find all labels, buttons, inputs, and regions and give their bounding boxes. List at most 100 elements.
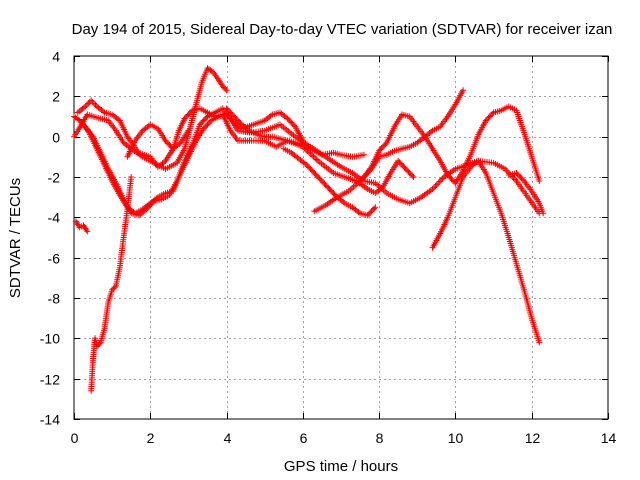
data-point (407, 171, 414, 178)
data-point (128, 174, 135, 180)
data-point (331, 191, 338, 198)
data-point (315, 174, 322, 180)
series-s12 (505, 170, 547, 217)
data-point (111, 284, 118, 291)
data-point (85, 100, 92, 107)
data-point (110, 285, 117, 292)
data-point (510, 175, 517, 181)
data-point (223, 87, 230, 94)
data-point (439, 175, 446, 182)
data-point (360, 151, 367, 158)
chart-title: Day 194 of 2015, Sidereal Day-to-day VTE… (72, 21, 613, 38)
data-point (291, 122, 297, 129)
data-point (185, 127, 192, 134)
data-point (167, 143, 174, 150)
data-point (371, 205, 378, 212)
series-s13 (280, 145, 379, 219)
y-tick-label: -14 (40, 412, 60, 428)
data-point (536, 339, 543, 346)
data-point (185, 111, 192, 118)
y-tick-label: -12 (40, 372, 60, 388)
x-tick-label: 12 (525, 430, 541, 446)
series-s9 (311, 87, 467, 215)
data-markers (71, 65, 547, 394)
data-point (322, 182, 329, 189)
data-point (404, 167, 411, 174)
axis-ticks: 0 2 4 6 8 10 12 14 -14 -12 -10 -8 -6 -4 -2 0 2 4 (40, 49, 617, 447)
data-point (226, 114, 233, 121)
data-point (310, 168, 316, 175)
data-point (83, 101, 90, 108)
data-point (224, 112, 231, 119)
data-point (207, 118, 213, 125)
data-point (91, 100, 97, 107)
data-point (96, 340, 103, 347)
grid (74, 56, 608, 419)
data-point (92, 101, 99, 108)
data-point (488, 112, 494, 119)
data-point (288, 119, 295, 126)
x-tick-label: 8 (376, 430, 384, 446)
series-s5 (72, 218, 91, 235)
data-point (382, 141, 389, 148)
x-axis-label: GPS time / hours (284, 458, 398, 475)
data-point (409, 172, 416, 179)
data-point (536, 178, 543, 184)
y-tick-label: -6 (48, 251, 61, 267)
data-point (203, 114, 210, 121)
data-point (208, 68, 215, 75)
data-point (433, 181, 440, 188)
data-point (332, 192, 339, 199)
data-point (181, 115, 188, 122)
data-point (313, 156, 320, 163)
data-point (402, 165, 409, 172)
data-point (514, 171, 521, 178)
x-tick-label: 4 (224, 430, 232, 446)
data-point (229, 112, 236, 119)
data-point (489, 110, 496, 117)
data-point (399, 161, 405, 168)
y-tick-label: -2 (48, 170, 61, 186)
data-point (368, 208, 375, 215)
data-point (287, 118, 294, 125)
data-point (381, 142, 388, 149)
data-point (327, 187, 334, 194)
data-point (188, 108, 194, 115)
data-point (313, 172, 320, 179)
series-s8 (223, 105, 367, 160)
data-point (229, 118, 236, 125)
data-point (448, 176, 455, 182)
data-point (237, 120, 244, 127)
data-point (306, 164, 313, 171)
data-point (235, 117, 241, 124)
y-tick-label: -8 (48, 291, 61, 307)
data-point (519, 176, 526, 183)
data-point (304, 163, 311, 170)
plot-frame (73, 55, 609, 420)
data-point (484, 116, 491, 123)
data-point (324, 183, 330, 190)
y-tick-label: 0 (52, 130, 60, 146)
y-tick-label: 2 (52, 89, 60, 105)
data-point (226, 108, 233, 115)
x-tick-label: 0 (71, 430, 79, 446)
data-point (84, 228, 91, 235)
data-point (460, 87, 467, 94)
series-s7 (124, 121, 192, 160)
data-point (88, 97, 95, 104)
data-point (162, 137, 169, 144)
data-point (376, 147, 383, 154)
series-s3 (71, 105, 543, 219)
x-tick-label: 10 (448, 430, 464, 446)
x-tick-label: 6 (300, 430, 308, 446)
data-point (512, 176, 518, 183)
data-point (224, 106, 231, 113)
y-tick-label: 4 (52, 49, 60, 65)
series-s10 (360, 103, 543, 187)
data-point (377, 146, 384, 153)
series-s6 (88, 174, 135, 394)
y-tick-label: -4 (48, 210, 61, 226)
data-point (109, 286, 116, 293)
data-point (447, 174, 454, 181)
data-point (233, 116, 240, 123)
